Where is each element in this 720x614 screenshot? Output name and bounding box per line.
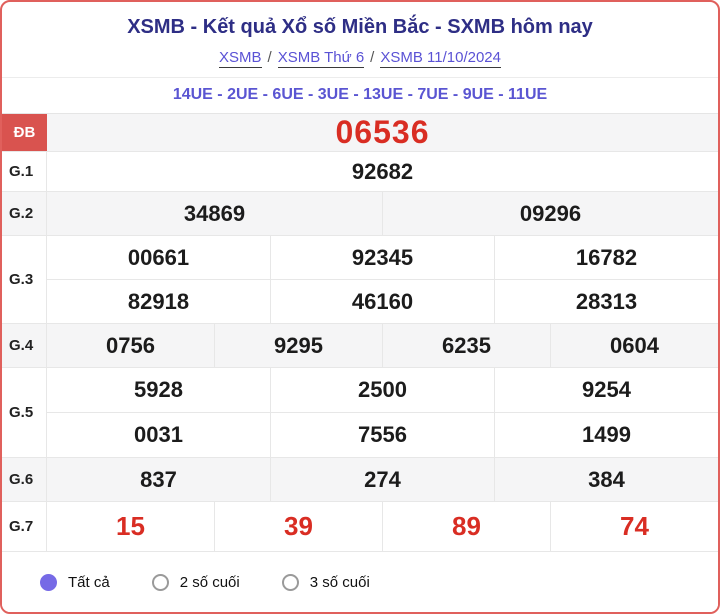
radio-unselected-icon <box>281 573 299 591</box>
filter-option-2-digits[interactable]: 2 số cuối <box>151 573 240 591</box>
prize-value: 74 <box>620 511 649 541</box>
prize-value: 82918 <box>47 280 271 323</box>
prize-label-g3: G.3 <box>2 236 47 323</box>
prize-value: 92682 <box>351 158 414 184</box>
breadcrumb-separator: / <box>370 49 375 66</box>
prize-value: 46160 <box>271 280 495 323</box>
prize-label-g7: G.7 <box>2 502 47 551</box>
prize-value: 09296 <box>519 200 582 226</box>
prize-value: 1499 <box>582 422 631 447</box>
prize-value: 15 <box>47 502 215 551</box>
breadcrumb-link-xsmb[interactable]: XSMB <box>219 49 262 68</box>
prize-value: 34869 <box>47 192 383 235</box>
prize-value: 384 <box>588 466 625 492</box>
prize-label-g6: G.6 <box>2 458 47 501</box>
prize-value: 6235 <box>383 324 551 367</box>
prize-label-db: ĐB <box>2 114 47 151</box>
prize-value: 9295 <box>215 324 383 367</box>
filter-option-label: 2 số cuối <box>179 573 240 591</box>
draw-codes-line: 14UE - 2UE - 6UE - 3UE - 13UE - 7UE - 9U… <box>172 86 548 103</box>
page-title: XSMB - Kết quả Xổ số Miền Bắc - SXMB hôm… <box>127 16 593 38</box>
prize-value: 0756 <box>47 324 215 367</box>
table-row-g7: G.7 15 39 89 74 <box>2 502 718 552</box>
prize-line: 5928 2500 9254 <box>47 368 718 413</box>
prize-value: 2500 <box>271 368 495 412</box>
prize-value: 9254 <box>582 377 631 402</box>
breadcrumb-link-xsmb-thu6[interactable]: XSMB Thứ 6 <box>277 49 365 68</box>
prize-label-g4: G.4 <box>2 324 47 367</box>
radio-unselected-icon <box>151 573 169 591</box>
filter-option-all[interactable]: Tất cả <box>40 573 110 591</box>
table-row-g1: G.1 92682 <box>2 152 718 192</box>
prize-value-db: 06536 <box>335 114 430 150</box>
prize-value: 00661 <box>47 236 271 279</box>
table-row-g3: G.3 00661 92345 16782 82918 46160 28313 <box>2 236 718 324</box>
table-row-g4: G.4 0756 9295 6235 0604 <box>2 324 718 368</box>
display-filter-bar: Tất cả 2 số cuối 3 số cuối <box>2 552 718 612</box>
results-table: ĐB 06536 G.1 92682 G.2 34869 09296 G.3 0… <box>2 113 718 552</box>
table-row-g6: G.6 837 274 384 <box>2 458 718 502</box>
filter-option-3-digits[interactable]: 3 số cuối <box>281 573 370 591</box>
prize-value: 39 <box>215 502 383 551</box>
header: XSMB - Kết quả Xổ số Miền Bắc - SXMB hôm… <box>2 2 718 78</box>
prize-line: 00661 92345 16782 <box>47 236 718 280</box>
prize-value: 274 <box>271 458 495 501</box>
filter-option-label: 3 số cuối <box>309 573 370 591</box>
filter-option-label: Tất cả <box>68 573 110 591</box>
prize-value: 92345 <box>271 236 495 279</box>
prize-value: 28313 <box>575 288 638 314</box>
prize-value: 0031 <box>47 413 271 457</box>
table-row-g2: G.2 34869 09296 <box>2 192 718 236</box>
breadcrumb-separator: / <box>267 49 272 66</box>
prize-value: 5928 <box>47 368 271 412</box>
table-row-g5: G.5 5928 2500 9254 0031 7556 1499 <box>2 368 718 458</box>
radio-selected-icon <box>40 573 57 591</box>
prize-value: 16782 <box>575 244 638 270</box>
prize-line: 82918 46160 28313 <box>47 280 718 323</box>
prize-value: 837 <box>47 458 271 501</box>
prize-value: 0604 <box>610 332 659 358</box>
prize-value: 89 <box>383 502 551 551</box>
breadcrumb: XSMB / XSMB Thứ 6 / XSMB 11/10/2024 <box>2 49 718 68</box>
prize-line: 0031 7556 1499 <box>47 413 718 457</box>
breadcrumb-link-xsmb-date[interactable]: XSMB 11/10/2024 <box>380 49 501 68</box>
prize-label-g2: G.2 <box>2 192 47 235</box>
table-row-db: ĐB 06536 <box>2 114 718 152</box>
prize-label-g1: G.1 <box>2 152 47 191</box>
prize-label-g5: G.5 <box>2 368 47 457</box>
prize-value: 7556 <box>271 413 495 457</box>
